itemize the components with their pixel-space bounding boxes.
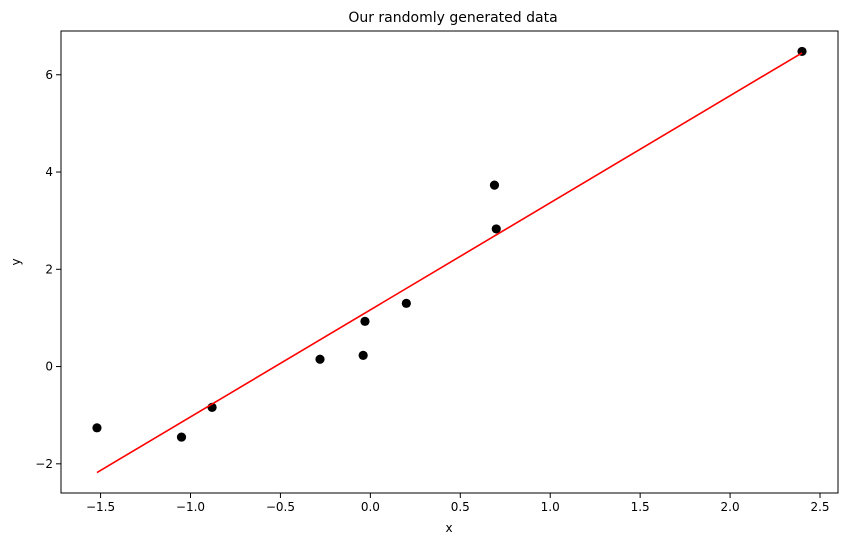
series-layer <box>92 46 807 474</box>
y-tick-label: 4 <box>45 165 53 179</box>
y-axis-title: y <box>9 258 23 265</box>
scatter-point <box>176 432 187 442</box>
fit-line <box>96 52 803 474</box>
x-tick-label: 0.5 <box>451 500 470 514</box>
x-axis: −1.5 −1.0 −0.5 0.0 0.5 1.0 1.5 2.0 2.5 <box>86 493 830 514</box>
y-axis: −2 0 2 4 6 <box>35 68 61 471</box>
y-tick-label: −2 <box>35 457 53 471</box>
x-tick-label: 1.5 <box>631 500 650 514</box>
plot-frame <box>60 30 839 494</box>
scatter-point <box>360 316 370 326</box>
x-tick-label: −0.5 <box>266 500 295 514</box>
scatter-point <box>489 180 500 190</box>
scatter-point <box>491 224 501 234</box>
scatter-point <box>401 298 411 308</box>
x-tick-label: −1.0 <box>176 500 205 514</box>
y-tick-label: 2 <box>45 262 53 276</box>
chart-title: Our randomly generated data <box>348 10 557 26</box>
x-tick-label: 1.0 <box>541 500 560 514</box>
y-tick-label: 0 <box>45 360 53 374</box>
x-tick-label: 0.0 <box>361 500 380 514</box>
y-tick-label: 6 <box>45 68 53 82</box>
x-tick-label: 2.5 <box>810 500 829 514</box>
x-axis-title: x <box>445 521 452 535</box>
scatter-point <box>92 423 102 433</box>
x-tick-label: −1.5 <box>86 500 115 514</box>
scatter-point <box>358 350 368 360</box>
scatter-point <box>315 354 325 364</box>
x-tick-label: 2.0 <box>721 500 740 514</box>
